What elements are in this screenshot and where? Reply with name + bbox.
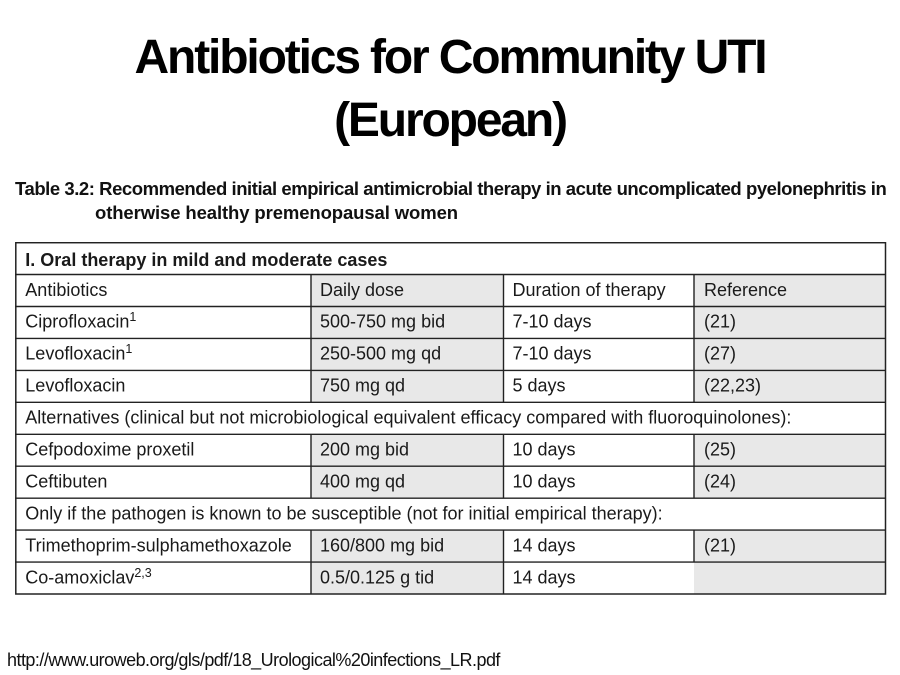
svg-text:Antibiotics: Antibiotics xyxy=(25,280,107,300)
svg-text:200 mg bid: 200 mg bid xyxy=(320,440,409,460)
svg-text:Only if the pathogen is known: Only if the pathogen is known to be susc… xyxy=(25,503,662,523)
svg-text:250-500 mg qd: 250-500 mg qd xyxy=(320,344,441,364)
svg-text:Daily dose: Daily dose xyxy=(320,280,404,300)
svg-text:I. Oral therapy in mild and mo: I. Oral therapy in mild and moderate cas… xyxy=(25,250,387,270)
svg-text:(25): (25) xyxy=(704,440,736,460)
svg-text:7-10 days: 7-10 days xyxy=(513,344,592,364)
svg-text:Trimethoprim-sulphamethoxazole: Trimethoprim-sulphamethoxazole xyxy=(25,535,291,555)
svg-text:400 mg qd: 400 mg qd xyxy=(320,472,405,492)
svg-text:Ciprofloxacin1: Ciprofloxacin1 xyxy=(25,310,136,332)
svg-text:10 days: 10 days xyxy=(513,472,576,492)
svg-text:Alternatives (clinical but not: Alternatives (clinical but not microbiol… xyxy=(25,408,791,428)
svg-text:10 days: 10 days xyxy=(513,440,576,460)
svg-text:Cefpodoxime proxetil: Cefpodoxime proxetil xyxy=(25,440,194,460)
svg-text:Ceftibuten: Ceftibuten xyxy=(25,472,107,492)
svg-text:5 days: 5 days xyxy=(513,376,566,396)
svg-text:14 days: 14 days xyxy=(513,567,576,587)
svg-text:14 days: 14 days xyxy=(513,535,576,555)
svg-text:(21): (21) xyxy=(704,535,736,555)
svg-text:Co-amoxiclav2,3: Co-amoxiclav2,3 xyxy=(25,566,151,588)
svg-text:7-10 days: 7-10 days xyxy=(513,312,592,332)
svg-text:(22,23): (22,23) xyxy=(704,376,761,396)
svg-text:Levofloxacin: Levofloxacin xyxy=(25,376,125,396)
svg-text:750 mg qd: 750 mg qd xyxy=(320,376,405,396)
svg-text:0.5/0.125 g tid: 0.5/0.125 g tid xyxy=(320,567,434,587)
svg-text:(24): (24) xyxy=(704,472,736,492)
svg-text:(21): (21) xyxy=(704,312,736,332)
svg-text:(27): (27) xyxy=(704,344,736,364)
svg-text:160/800 mg bid: 160/800 mg bid xyxy=(320,535,444,555)
svg-text:Reference: Reference xyxy=(704,280,787,300)
svg-text:Levofloxacin1: Levofloxacin1 xyxy=(25,342,132,364)
svg-text:500-750 mg bid: 500-750 mg bid xyxy=(320,312,445,332)
svg-text:Duration of therapy: Duration of therapy xyxy=(513,280,666,300)
